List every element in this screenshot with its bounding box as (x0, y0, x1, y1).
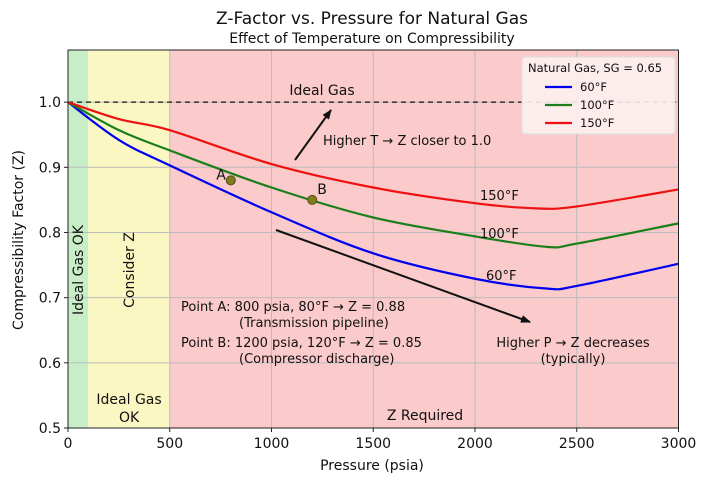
x-tick-label: 2500 (559, 436, 595, 452)
series-line-150f (67, 101, 679, 210)
point-b-annotation: Point B: 1200 psia, 120°F → Z = 0.85 (181, 336, 422, 351)
plot-frame (67, 49, 679, 429)
x-tick-label: 2000 (457, 436, 493, 452)
region-0 (68, 50, 89, 428)
region-label-ideal: Ideal Gas OK (71, 224, 87, 315)
higher-p-annotation-sub: (typically) (541, 352, 606, 367)
y-tick-label: 0.5 (39, 421, 61, 437)
series-line-60f (67, 101, 679, 291)
region-label-ideal-ok-2: OK (119, 410, 140, 426)
point-label-B: B (317, 182, 327, 198)
higher-t-annotation: Higher T → Z closer to 1.0 (323, 134, 491, 149)
point-b-annotation-sub: (Compressor discharge) (239, 352, 394, 367)
point-a-annotation: Point A: 800 psia, 80°F → Z = 0.88 (181, 300, 405, 315)
x-axis-label: Pressure (psia) (320, 458, 424, 474)
ideal-gas-label: Ideal Gas (289, 83, 354, 99)
higher-p-arrow (275, 229, 531, 323)
series-line-100f (67, 101, 679, 249)
y-tick-label: 1.0 (39, 95, 61, 111)
chart-title: Z-Factor vs. Pressure for Natural Gas (216, 9, 528, 29)
y-tick-label: 0.9 (39, 160, 61, 176)
legend-box (521, 56, 676, 135)
chart-subtitle: Effect of Temperature on Compressibility (229, 31, 514, 47)
y-tick-label: 0.6 (39, 356, 61, 372)
region-label-consider: Consider Z (122, 232, 138, 308)
region-label-ideal-ok-1: Ideal Gas (96, 392, 161, 408)
curve-label: 150°F (480, 189, 519, 204)
y-axis-label: Compressibility Factor (Z) (11, 150, 27, 330)
legend-entry: 100°F (580, 98, 614, 112)
y-tick-label: 0.8 (39, 225, 61, 241)
higher-t-arrow (294, 109, 332, 161)
y-tick-label: 0.7 (39, 291, 61, 307)
point-label-A: A (216, 167, 226, 183)
x-tick-label: 1500 (355, 436, 391, 452)
curve-label: 60°F (486, 269, 517, 284)
legend-entry: 60°F (580, 80, 607, 94)
curve-label: 100°F (480, 227, 519, 242)
x-tick-label: 0 (64, 436, 73, 452)
x-tick-label: 500 (156, 436, 183, 452)
region-label-z-required: Z Required (387, 408, 463, 424)
x-tick-label: 1000 (254, 436, 290, 452)
legend-title: Natural Gas, SG = 0.65 (528, 61, 662, 75)
point-A (225, 175, 236, 186)
x-tick-label: 3000 (661, 436, 697, 452)
higher-p-annotation: Higher P → Z decreases (496, 336, 650, 351)
point-a-annotation-sub: (Transmission pipeline) (239, 316, 389, 331)
legend-entry: 150°F (580, 116, 614, 130)
point-B (307, 194, 318, 205)
